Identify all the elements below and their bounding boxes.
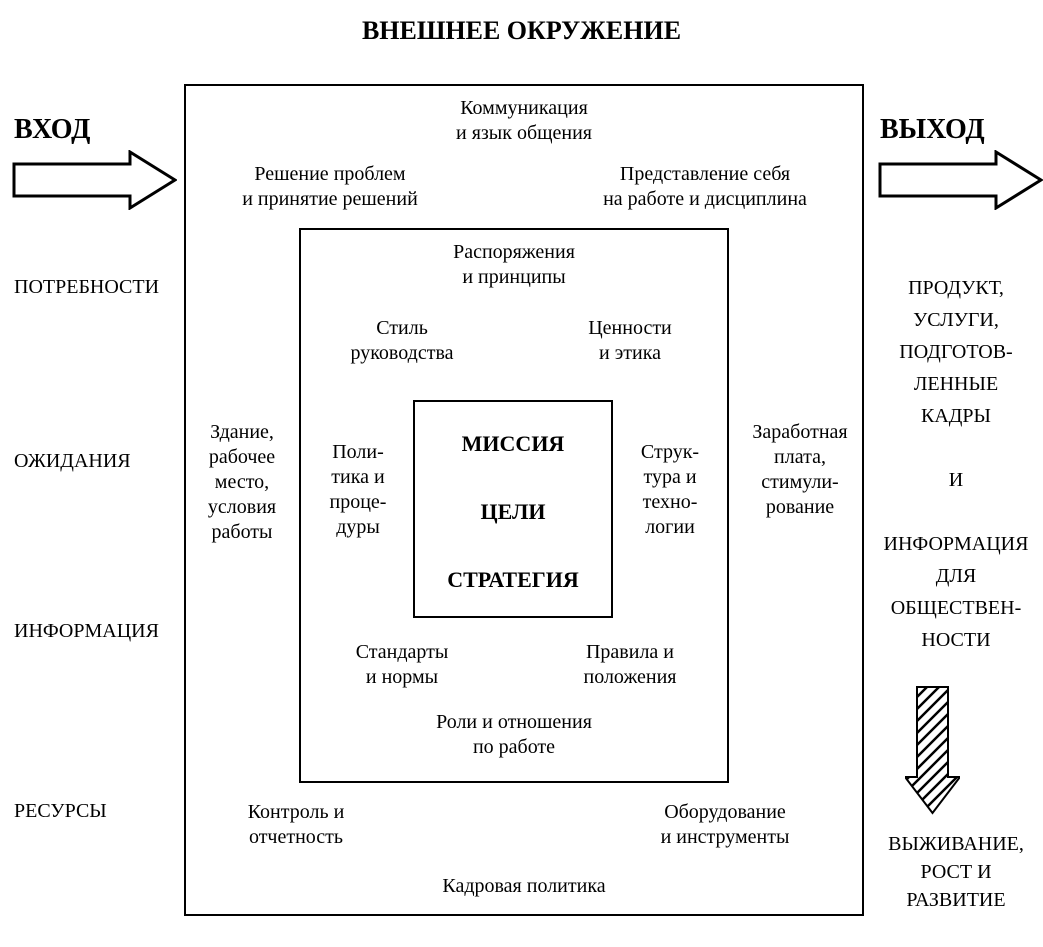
middle-right: Струк- тура и техно- логии: [620, 440, 720, 540]
output-label: ВЫХОД: [880, 114, 985, 146]
arrow-down-hatched-icon: [905, 685, 960, 815]
diagram-title: ВНЕШНЕЕ ОКРУЖЕНИЕ: [0, 16, 1043, 46]
core-line-2: СТРАТЕГИЯ: [413, 558, 613, 602]
input-item-3: РЕСУРСЫ: [14, 800, 107, 823]
core-line-1: ЦЕЛИ: [413, 490, 613, 534]
output-footer: ВЫЖИВАНИЕ, РОСТ И РАЗВИТИЕ: [870, 830, 1042, 914]
arrow-right-icon: [12, 150, 177, 210]
outer-bottom-left: Контроль и отчетность: [196, 800, 396, 850]
outer-top-right: Представление себя на работе и дисциплин…: [560, 162, 850, 212]
outer-top: Коммуникация и язык общения: [184, 96, 864, 146]
outer-top-left: Решение проблем и принятие решений: [200, 162, 460, 212]
middle-top-left: Стиль руководства: [312, 316, 492, 366]
outer-left: Здание, рабочее место, условия работы: [192, 420, 292, 545]
outer-bottom-right: Оборудование и инструменты: [600, 800, 850, 850]
middle-left: Поли- тика и проце- дуры: [308, 440, 408, 540]
middle-bottom: Роли и отношения по работе: [299, 710, 729, 760]
input-item-2: ИНФОРМАЦИЯ: [14, 620, 159, 643]
input-label: ВХОД: [14, 114, 90, 146]
outer-right: Заработная плата, стимули- рование: [740, 420, 860, 520]
arrow-right-icon: [878, 150, 1043, 210]
middle-top-right: Ценности и этика: [540, 316, 720, 366]
middle-top: Распоряжения и принципы: [299, 240, 729, 290]
core-line-0: МИССИЯ: [413, 422, 613, 466]
input-item-1: ОЖИДАНИЯ: [14, 450, 131, 473]
middle-bottom-right: Правила и положения: [540, 640, 720, 690]
output-items: ПРОДУКТ, УСЛУГИ, ПОДГОТОВ- ЛЕННЫЕ КАДРЫ …: [870, 272, 1042, 656]
input-item-0: ПОТРЕБНОСТИ: [14, 276, 159, 299]
outer-bottom: Кадровая политика: [184, 874, 864, 899]
middle-bottom-left: Стандарты и нормы: [312, 640, 492, 690]
